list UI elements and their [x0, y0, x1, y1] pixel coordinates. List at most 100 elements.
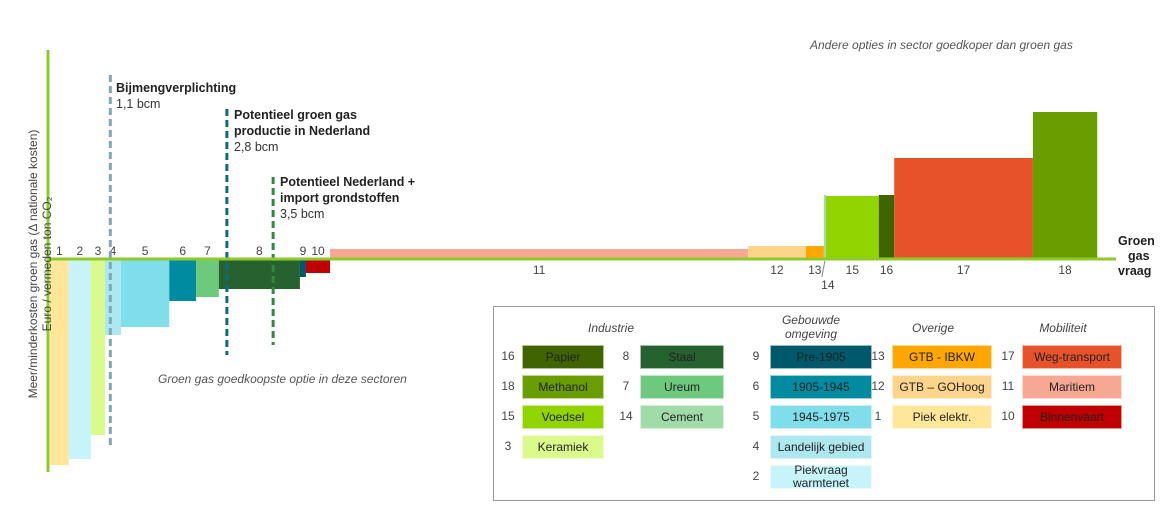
legend-item-number: 3 — [504, 439, 512, 453]
bar-label-3: 3 — [95, 244, 102, 258]
legend-header-line: Overige — [911, 321, 955, 335]
bar-label-9: 9 — [300, 244, 307, 258]
legend-item-number: 1 — [874, 409, 882, 423]
bar-label-5: 5 — [142, 244, 149, 258]
legend-swatch: GTB - IBKW — [892, 345, 992, 369]
bar-label-15: 15 — [846, 263, 860, 277]
annotation-bottom-left: Groen gas goedkoopste optie in deze sect… — [158, 372, 407, 386]
legend-item-number: 10 — [1001, 409, 1015, 423]
y-axis-label: Meer/minderkosten groen gas (Δ nationale… — [26, 54, 54, 474]
legend-swatch: Keramiek — [522, 435, 604, 459]
bar-label-8: 8 — [256, 244, 263, 258]
y-axis-label-line2: Euro / vermeden ton CO₂ — [40, 196, 54, 332]
legend-header-overige: Overige — [868, 321, 998, 335]
legend-header-gebouwde-omgeving: Gebouwde omgeving — [746, 313, 876, 341]
bar-14 — [823, 195, 826, 259]
bar-8 — [218, 259, 300, 289]
bar-12 — [748, 246, 806, 259]
legend-swatch: Pre-1905 — [770, 345, 872, 369]
x-axis-label-line1: Groen — [1118, 234, 1155, 248]
bar-label-11: 11 — [533, 263, 546, 277]
annotation-bijmengverplichting: Bijmengverplichting 1,1 bcm — [116, 80, 236, 112]
legend-item-number: 6 — [752, 379, 760, 393]
bar-18 — [1032, 112, 1098, 259]
legend-item-number: 11 — [1001, 379, 1015, 393]
bar-label-1: 1 — [56, 244, 63, 258]
legend-swatch: Methanol — [522, 375, 604, 399]
annotation-value: 3,5 bcm — [280, 207, 325, 221]
legend-swatch: Voedsel — [522, 405, 604, 429]
annotation-title-line1: Potentieel Nederland + — [280, 175, 416, 189]
legend-header-line: omgeving — [784, 327, 838, 341]
annotation-title-line1: Potentieel groen gas — [234, 108, 357, 122]
legend-swatch: 1905-1945 — [770, 375, 872, 399]
bar-label-2: 2 — [76, 244, 83, 258]
legend-item-number: 7 — [622, 379, 630, 393]
legend-item-number: 12 — [871, 379, 885, 393]
bar-1 — [50, 259, 69, 465]
legend-swatch: Staal — [640, 345, 724, 369]
bar-label-17: 17 — [957, 263, 971, 277]
legend-swatch: Landelijk gebied — [770, 435, 872, 459]
x-axis-label-line3: vraag — [1118, 264, 1152, 278]
legend-header-industrie: Industrie — [498, 321, 724, 335]
bar-9 — [299, 259, 306, 277]
bar-label-7: 7 — [204, 244, 211, 258]
bar-14-leader — [821, 260, 826, 278]
annotation-value: 2,8 bcm — [234, 140, 279, 154]
bar-17 — [894, 158, 1033, 259]
bar-7 — [196, 259, 219, 297]
annotation-potentieel-nl: Potentieel groen gas productie in Nederl… — [234, 107, 370, 155]
annotation-top-right: Andere opties in sector goedkoper dan gr… — [810, 38, 1073, 52]
legend: Industrie 16 Papier 18 Methanol 15 Voedsel 3 Ker… — [493, 306, 1155, 501]
bar-10 — [305, 259, 331, 273]
bar-label-14: 14 — [821, 278, 835, 292]
legend-header-line: Gebouwde — [781, 313, 841, 327]
legend-header-mobiliteit: Mobiliteit — [998, 321, 1128, 335]
annotation-value: 1,1 bcm — [116, 97, 161, 111]
legend-swatch: Piekvraag warmtenet — [770, 464, 872, 490]
bar-2 — [68, 259, 91, 459]
annotation-title-line2: import grondstoffen — [280, 191, 400, 205]
bar-label-13: 13 — [808, 263, 822, 277]
bar-11 — [330, 249, 749, 259]
bar-label-6: 6 — [179, 244, 186, 258]
annotation-title-line2: productie in Nederland — [234, 124, 371, 138]
x-axis-label: Groen gas vraag — [1118, 234, 1155, 279]
legend-swatch: Papier — [522, 345, 604, 369]
bar-label-16: 16 — [880, 263, 894, 277]
bar-5 — [121, 259, 170, 327]
legend-swatch: 1945-1975 — [770, 405, 872, 429]
legend-swatch: Piek elektr. — [892, 405, 992, 429]
annotation-title: Bijmengverplichting — [116, 81, 237, 95]
x-axis-label-line2: gas — [1128, 249, 1150, 263]
bar-label-12: 12 — [770, 263, 784, 277]
legend-item-number: 13 — [871, 349, 885, 363]
bar-label-18: 18 — [1058, 263, 1072, 277]
legend-item-number: 17 — [1001, 349, 1015, 363]
legend-swatch: GTB – GOHoog — [892, 375, 992, 399]
legend-item-number: 18 — [501, 379, 515, 393]
legend-item-number: 2 — [752, 469, 760, 483]
legend-item-number: 8 — [622, 349, 630, 363]
legend-item-number: 16 — [501, 349, 515, 363]
legend-item-number: 4 — [752, 439, 760, 453]
bar-15 — [825, 196, 879, 259]
legend-swatch: Weg-transport — [1022, 345, 1122, 369]
bar-label-4: 4 — [110, 244, 117, 258]
bar-4 — [104, 259, 122, 335]
bar-3 — [90, 259, 105, 435]
annotation-potentieel-import: Potentieel Nederland + import grondstoff… — [280, 174, 415, 222]
legend-header-line: Mobiliteit — [1039, 321, 1087, 335]
y-axis-label-line1: Meer/minderkosten groen gas (Δ nationale… — [26, 129, 40, 399]
legend-header-line: Industrie — [587, 321, 635, 335]
legend-swatch: Binnenvaart — [1022, 405, 1122, 429]
legend-item-number: 15 — [501, 409, 515, 423]
legend-swatch: Cement — [640, 405, 724, 429]
legend-item-number: 9 — [752, 349, 760, 363]
bar-label-10: 10 — [311, 244, 325, 258]
legend-item-number: 14 — [619, 409, 633, 423]
bar-6 — [169, 259, 197, 301]
bar-16 — [878, 195, 895, 259]
